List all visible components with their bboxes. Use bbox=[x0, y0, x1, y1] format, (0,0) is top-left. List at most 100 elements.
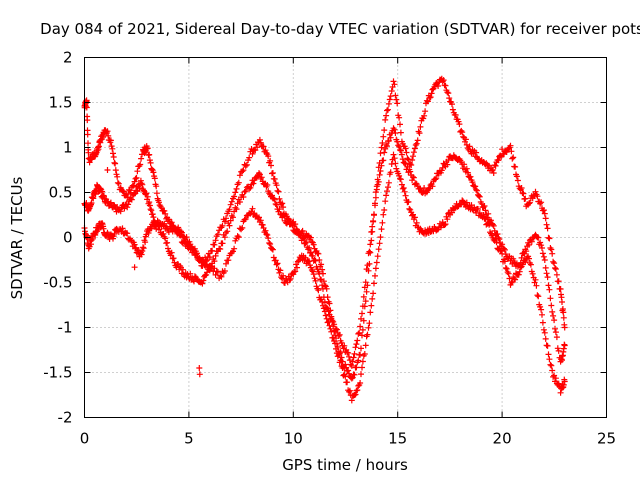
data-point bbox=[392, 130, 399, 136]
data-point bbox=[272, 201, 279, 207]
data-point bbox=[315, 250, 322, 257]
data-point bbox=[353, 364, 360, 371]
data-point bbox=[376, 171, 383, 178]
data-point bbox=[456, 121, 463, 128]
data-point bbox=[539, 319, 546, 326]
data-point bbox=[358, 315, 364, 322]
data-point bbox=[112, 160, 119, 167]
data-point bbox=[335, 333, 342, 339]
data-point bbox=[363, 266, 370, 273]
data-point bbox=[402, 192, 409, 199]
data-point bbox=[540, 326, 547, 333]
data-point bbox=[200, 277, 207, 284]
data-point bbox=[375, 246, 382, 253]
data-point bbox=[112, 167, 119, 174]
data-point bbox=[466, 143, 473, 150]
data-point bbox=[560, 381, 567, 388]
data-point bbox=[533, 282, 540, 289]
data-point bbox=[320, 305, 327, 312]
data-point bbox=[561, 324, 568, 331]
data-point bbox=[315, 287, 322, 294]
data-point bbox=[444, 161, 451, 168]
data-point bbox=[544, 274, 551, 281]
data-point bbox=[326, 311, 333, 318]
data-point bbox=[439, 78, 446, 85]
data-point bbox=[381, 207, 388, 213]
data-point bbox=[352, 344, 359, 351]
data-point bbox=[515, 271, 522, 278]
data-point bbox=[488, 217, 494, 224]
data-point bbox=[526, 241, 532, 248]
data-point bbox=[138, 155, 145, 162]
data-point bbox=[214, 269, 221, 275]
data-point bbox=[444, 89, 451, 96]
data-point bbox=[345, 367, 352, 374]
data-point bbox=[534, 193, 541, 200]
data-point bbox=[383, 192, 390, 199]
data-point bbox=[355, 357, 362, 364]
data-point bbox=[542, 215, 549, 222]
data-point bbox=[153, 190, 160, 197]
data-point bbox=[246, 185, 253, 192]
data-point bbox=[114, 179, 121, 186]
data-point bbox=[371, 280, 377, 287]
data-point bbox=[303, 239, 310, 245]
data-point bbox=[458, 127, 465, 134]
data-point bbox=[294, 226, 300, 233]
data-point bbox=[486, 221, 493, 228]
data-point bbox=[474, 187, 480, 194]
data-point bbox=[125, 190, 132, 197]
data-point bbox=[495, 234, 502, 241]
data-point bbox=[147, 159, 154, 166]
data-point bbox=[397, 129, 404, 136]
data-point bbox=[368, 229, 375, 235]
data-point bbox=[146, 151, 153, 158]
x-tick-label: 0 bbox=[80, 430, 90, 448]
data-point bbox=[128, 196, 135, 203]
data-point bbox=[527, 261, 534, 268]
data-point bbox=[140, 245, 147, 252]
data-point bbox=[150, 214, 157, 221]
data-point bbox=[319, 298, 326, 305]
data-point bbox=[544, 225, 551, 232]
data-point bbox=[546, 235, 553, 242]
data-point bbox=[387, 169, 394, 176]
data-point bbox=[357, 380, 364, 386]
data-point bbox=[551, 317, 558, 324]
data-point bbox=[292, 268, 299, 275]
data-point bbox=[482, 207, 489, 214]
data-point bbox=[547, 361, 554, 368]
data-point bbox=[510, 255, 517, 262]
data-point bbox=[449, 106, 456, 113]
data-point bbox=[535, 234, 542, 241]
data-point bbox=[204, 269, 210, 276]
data-point bbox=[449, 209, 455, 216]
data-point bbox=[549, 250, 556, 257]
data-point bbox=[380, 157, 387, 164]
data-point bbox=[227, 217, 234, 224]
data-point bbox=[413, 140, 420, 147]
data-point bbox=[267, 157, 274, 164]
data-point bbox=[442, 221, 449, 228]
data-point bbox=[550, 258, 557, 265]
data-point bbox=[162, 235, 169, 242]
data-point bbox=[385, 184, 391, 191]
data-point bbox=[559, 299, 565, 305]
data-point bbox=[161, 207, 168, 214]
data-point bbox=[346, 353, 352, 360]
data-point bbox=[367, 309, 374, 316]
data-point bbox=[294, 264, 300, 271]
data-point bbox=[405, 198, 412, 205]
data-point bbox=[168, 219, 175, 226]
data-point bbox=[326, 300, 333, 307]
x-tick-label: 15 bbox=[388, 430, 407, 448]
data-point bbox=[85, 140, 91, 147]
data-point bbox=[342, 361, 349, 368]
data-point bbox=[397, 176, 404, 183]
data-point bbox=[357, 323, 364, 330]
data-point bbox=[473, 149, 480, 156]
y-axis-label: SDTVAR / TECUs bbox=[8, 176, 26, 299]
data-point bbox=[300, 235, 307, 241]
data-point bbox=[421, 112, 428, 119]
data-point bbox=[402, 160, 409, 167]
